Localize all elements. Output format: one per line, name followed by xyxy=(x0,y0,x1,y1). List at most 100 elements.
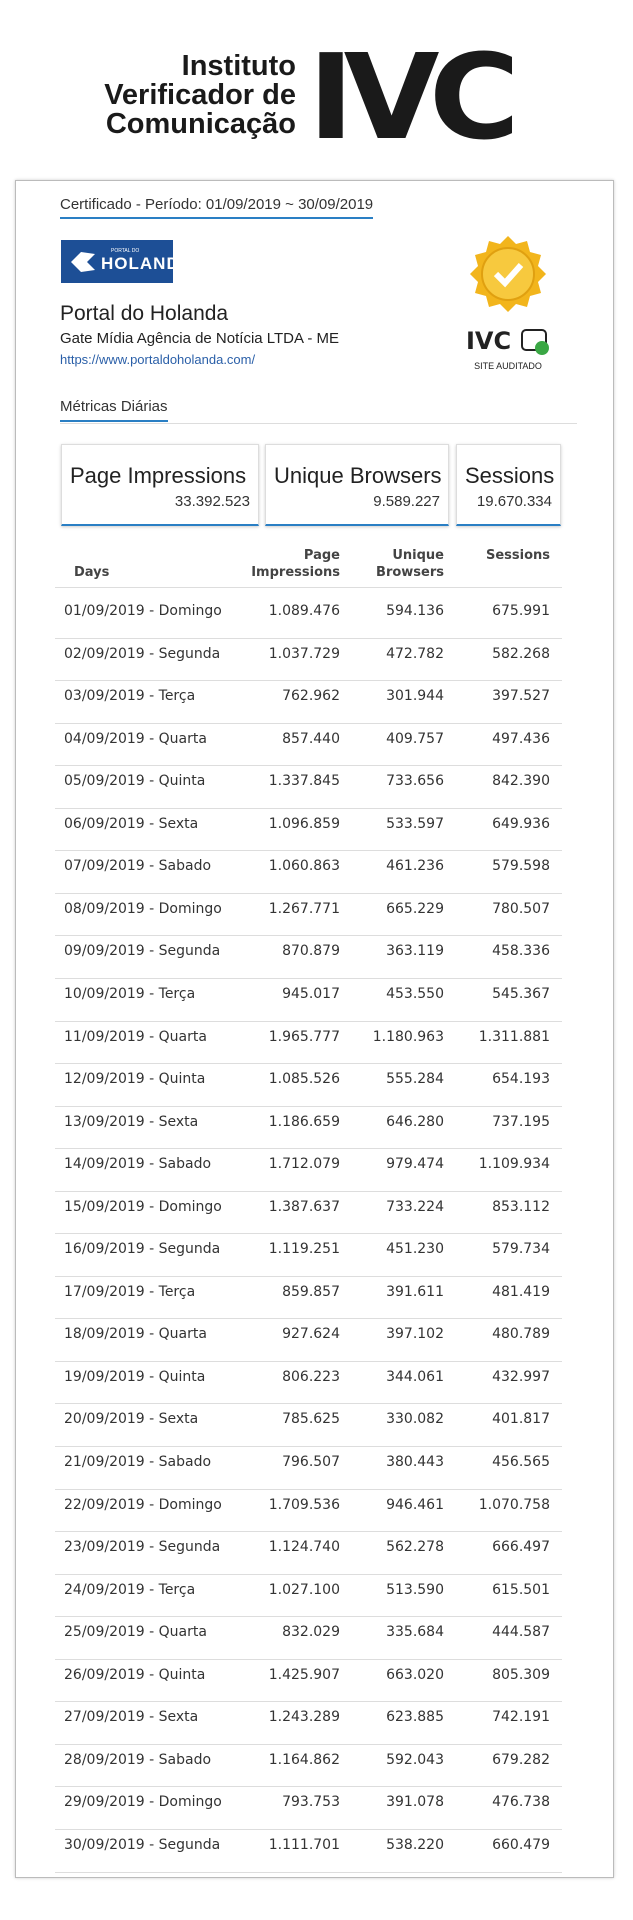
value-cell: 870.879 xyxy=(282,943,340,960)
day-cell: 04/09/2019 - Quarta xyxy=(64,730,207,747)
site-logo: PORTAL DO HOLANDA xyxy=(61,240,192,283)
day-cell: 02/09/2019 - Segunda xyxy=(64,645,221,662)
value-cell: 555.284 xyxy=(386,1071,444,1088)
value-cell: 513.590 xyxy=(386,1581,444,1598)
header-line xyxy=(55,587,562,588)
logo-text: Instituto Verificador de Comunicação xyxy=(40,52,296,139)
row-line xyxy=(55,1233,562,1235)
row-line xyxy=(55,1403,562,1405)
day-cell: 27/09/2019 - Sexta xyxy=(64,1709,199,1726)
divider xyxy=(60,423,577,424)
summary-box: Unique Browsers 9.589.227 xyxy=(265,444,449,526)
value-cell: 344.061 xyxy=(386,1368,444,1385)
value-cell: 401.817 xyxy=(492,1411,550,1428)
day-cell: 09/09/2019 - Segunda xyxy=(64,943,221,960)
value-cell: 1.060.863 xyxy=(268,858,340,875)
value-cell: 1.387.637 xyxy=(268,1198,340,1215)
row-line xyxy=(55,1488,562,1490)
summary-box: Page Impressions 33.392.523 xyxy=(61,444,259,526)
row-line xyxy=(55,892,562,894)
logo-mark: IVC xyxy=(308,28,520,166)
value-cell: 762.962 xyxy=(282,688,340,705)
value-cell: 1.164.862 xyxy=(268,1751,340,1768)
value-cell: 1.180.963 xyxy=(372,1028,444,1045)
value-cell: 472.782 xyxy=(386,645,444,662)
value-cell: 1.186.659 xyxy=(268,1113,340,1130)
value-cell: 461.236 xyxy=(386,858,444,875)
day-cell: 03/09/2019 - Terça xyxy=(64,688,196,705)
row-line xyxy=(55,850,562,852)
row-line xyxy=(55,1105,562,1107)
period: Certificado - Período: 01/09/2019 ~ 30/0… xyxy=(60,196,374,219)
value-cell: 654.193 xyxy=(492,1071,550,1088)
value-cell: 1.096.859 xyxy=(268,815,340,832)
value-cell: 679.282 xyxy=(492,1751,550,1768)
value-cell: 1.089.476 xyxy=(268,603,340,619)
summary-value: 33.392.523 xyxy=(174,493,250,510)
day-cell: 26/09/2019 - Quinta xyxy=(64,1666,206,1683)
row-line xyxy=(55,722,562,724)
value-cell: 545.367 xyxy=(492,985,550,1002)
value-cell: 397.102 xyxy=(386,1326,444,1343)
day-cell: 05/09/2019 - Quinta xyxy=(64,773,206,790)
section-title: Métricas Diárias xyxy=(60,398,168,422)
value-cell: 927.624 xyxy=(282,1326,340,1343)
value-cell: 842.390 xyxy=(492,773,550,790)
value-cell: 579.734 xyxy=(492,1241,550,1258)
day-cell: 11/09/2019 - Quarta xyxy=(64,1028,207,1045)
value-cell: 538.220 xyxy=(386,1836,444,1853)
value-cell: 853.112 xyxy=(492,1198,550,1215)
value-cell: 1.111.701 xyxy=(268,1836,340,1853)
value-cell: 1.337.845 xyxy=(268,773,340,790)
value-cell: 945.017 xyxy=(282,985,340,1002)
row-line xyxy=(55,637,562,639)
card xyxy=(15,180,614,1878)
site-logo-text: HOLANDA xyxy=(101,254,193,273)
day-cell: 24/09/2019 - Terça xyxy=(64,1581,196,1598)
value-cell: 330.082 xyxy=(386,1411,444,1428)
value-cell: 1.119.251 xyxy=(268,1241,340,1258)
day-cell: 12/09/2019 - Quinta xyxy=(64,1071,206,1088)
value-cell: 444.587 xyxy=(492,1624,550,1641)
seal-caption: SITE AUDITADO xyxy=(474,361,542,371)
value-cell: 1.712.079 xyxy=(268,1156,340,1173)
value-cell: 646.280 xyxy=(386,1113,444,1130)
row-line xyxy=(55,1531,562,1533)
value-cell: 806.223 xyxy=(282,1368,340,1385)
value-cell: 1.425.907 xyxy=(268,1666,340,1683)
value-cell: 623.885 xyxy=(386,1709,444,1726)
day-cell: 28/09/2019 - Sabado xyxy=(64,1751,212,1768)
value-cell: 480.789 xyxy=(492,1326,550,1343)
day-cell: 20/09/2019 - Sexta xyxy=(64,1411,199,1428)
summary-value: 9.589.227 xyxy=(373,493,440,510)
value-cell: 946.461 xyxy=(386,1496,444,1513)
value-cell: 301.944 xyxy=(386,688,444,705)
value-cell: 857.440 xyxy=(282,730,340,747)
row-line xyxy=(55,1743,562,1745)
logo-line: Comunicação xyxy=(105,108,296,140)
url[interactable]: https://www.portaldoholanda.com/ xyxy=(60,352,256,367)
site-logo-small: PORTAL DO xyxy=(111,248,140,254)
row-line xyxy=(55,1360,562,1362)
row-line xyxy=(55,1573,562,1575)
value-cell: 649.936 xyxy=(492,815,550,832)
value-cell: 453.550 xyxy=(386,985,444,1002)
value-cell: 533.597 xyxy=(386,815,444,832)
value-cell: 805.309 xyxy=(492,1666,550,1683)
day-cell: 23/09/2019 - Segunda xyxy=(64,1539,221,1556)
value-cell: 832.029 xyxy=(282,1624,340,1641)
row-line xyxy=(55,935,562,937)
value-cell: 451.230 xyxy=(386,1241,444,1258)
logo-line: Instituto xyxy=(181,50,296,82)
seal: IVC SITE AUDITADO xyxy=(466,236,549,371)
value-cell: 562.278 xyxy=(386,1539,444,1556)
value-cell: 979.474 xyxy=(386,1156,444,1173)
value-cell: 785.625 xyxy=(282,1411,340,1428)
column-header: Sessions xyxy=(485,548,550,563)
row-line xyxy=(55,1701,562,1703)
summary-value: 19.670.334 xyxy=(476,493,552,510)
value-cell: 456.565 xyxy=(492,1454,550,1470)
row-line xyxy=(55,680,562,682)
day-cell: 18/09/2019 - Quarta xyxy=(64,1326,207,1343)
